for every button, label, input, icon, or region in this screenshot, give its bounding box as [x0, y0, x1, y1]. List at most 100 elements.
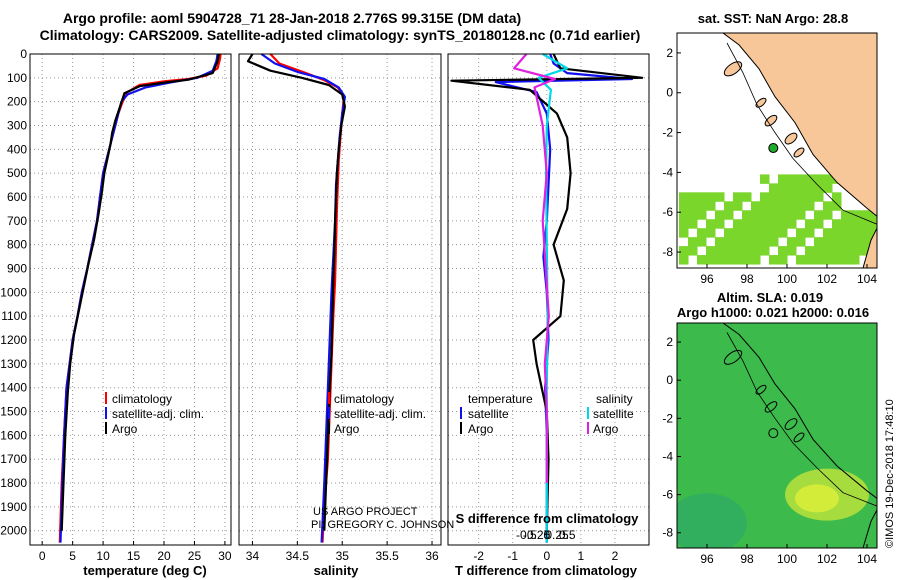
sst-cell: [760, 192, 770, 202]
sst-cell: [751, 228, 761, 238]
depth-tick-1500: 1500: [0, 405, 27, 419]
diff-legend-salinity: salinity: [596, 392, 633, 406]
sst-cell: [841, 237, 851, 247]
diff-xtick-0: 0: [543, 549, 550, 563]
depth-tick-1000: 1000: [0, 285, 27, 299]
sst-cell: [823, 246, 833, 256]
temperature-lines: [58, 53, 222, 543]
depth-tick-1100: 1100: [1, 309, 27, 323]
sst-cell: [787, 219, 797, 229]
diff-legend-s-argo: Argo: [593, 422, 619, 436]
sst-cell: [778, 201, 788, 211]
map-xtick-96: 96: [700, 552, 714, 566]
map-xtick-102: 102: [817, 272, 837, 286]
depth-tick-800: 800: [7, 238, 27, 252]
sst-cell: [787, 201, 797, 211]
sst-cell: [823, 174, 833, 184]
salinity-grid: [239, 53, 441, 545]
sst-cell: [787, 210, 797, 220]
sst-map-frame: [676, 32, 878, 269]
diff-xtick--2: -2: [473, 549, 484, 563]
sst-cell: [814, 219, 824, 229]
sst-cell: [733, 255, 743, 265]
argo-location-marker: [768, 428, 779, 439]
sal-legend-climatology: climatology: [334, 392, 394, 406]
sst-cell: [814, 174, 824, 184]
map-xtick-98: 98: [740, 552, 754, 566]
map-ytick-2: 2: [666, 46, 673, 60]
sst-cell: [787, 246, 797, 256]
sla-map-ticks: 96 98 100 102 104 2 0 -2 -4 -6 -8: [662, 335, 877, 566]
difference-xlabel: T difference from climatology: [455, 563, 638, 578]
sst-cell: [859, 228, 869, 238]
sst-cell: [706, 228, 716, 238]
sst-cell: [868, 210, 877, 220]
diff-stick-0.25: 0.25: [545, 528, 569, 542]
sst-cell: [778, 210, 788, 220]
map-xtick-98: 98: [740, 272, 754, 286]
sst-cell: [787, 237, 797, 247]
sst-cell: [688, 237, 698, 247]
xtick-0: 0: [39, 549, 46, 563]
sst-cell: [805, 246, 815, 256]
map-xtick-104: 104: [857, 552, 877, 566]
sst-cell: [679, 255, 689, 265]
sst-cell: [733, 237, 743, 247]
xtick-35: 35: [336, 549, 350, 563]
sst-map-ticks: 96 98 100 102 104 2 0 -2 -4 -6 -8: [662, 46, 877, 286]
sst-cell: [796, 183, 806, 193]
sst-cell: [805, 255, 815, 265]
sst-cell: [805, 183, 815, 193]
sst-cell: [679, 192, 689, 202]
sst-cell: [832, 219, 842, 229]
diff-xtick-2: 2: [612, 549, 619, 563]
series-s-argo: [512, 53, 557, 483]
sst-cell: [688, 210, 698, 220]
sst-cell: [778, 183, 788, 193]
project-annotation: US ARGO PROJECT: [313, 506, 418, 518]
sst-cell: [724, 228, 734, 238]
sst-cell: [724, 201, 734, 211]
sst-cell: [823, 183, 833, 193]
sst-cell: [841, 228, 851, 238]
sst-cell: [706, 246, 716, 256]
sst-cell: [841, 219, 851, 229]
sst-map-title: sat. SST: NaN Argo: 28.8: [698, 11, 849, 26]
sst-cell: [706, 255, 716, 265]
sst-cell: [778, 174, 788, 184]
depth-tick-0: 0: [20, 47, 27, 61]
sst-cell: [850, 228, 860, 238]
diff-stick-0: 0: [543, 528, 550, 542]
sst-cell: [688, 192, 698, 202]
legend-climatology: climatology: [112, 392, 172, 406]
sst-cell: [814, 210, 824, 220]
diff-stick--0.25: -0.25: [523, 528, 551, 542]
sst-cell: [841, 246, 851, 256]
sst-cell: [688, 219, 698, 229]
sst-cell: [760, 228, 770, 238]
sst-cell: [724, 210, 734, 220]
sst-cell: [751, 255, 761, 265]
sst-cell: [679, 201, 689, 211]
island-3: [784, 418, 798, 430]
series-climatology: [58, 53, 222, 543]
title-line-1: Argo profile: aoml 5904728_71 28-Jan-201…: [63, 10, 521, 26]
sst-cell: [805, 192, 815, 202]
diff-legend-t-satellite: satellite: [468, 407, 509, 421]
sst-cell: [751, 210, 761, 220]
sst-cell: [679, 210, 689, 220]
temperature-x-ticks: 0 5 10 15 20 25 30: [39, 541, 232, 563]
diff-xtick--1: -1: [507, 549, 518, 563]
sst-cell: [769, 192, 779, 202]
island-0: [723, 349, 743, 365]
sst-cell: [859, 237, 869, 247]
salinity-panel: 34 34.5 35 35.5 36 salinity climatology sate…: [238, 53, 454, 578]
temperature-grid: [30, 53, 231, 545]
sst-cell: [769, 210, 779, 220]
sst-cell: [715, 237, 725, 247]
sst-body-content: [677, 33, 877, 268]
sst-cell: [706, 192, 716, 202]
sst-cell: [679, 219, 689, 229]
sst-cell: [697, 201, 707, 211]
